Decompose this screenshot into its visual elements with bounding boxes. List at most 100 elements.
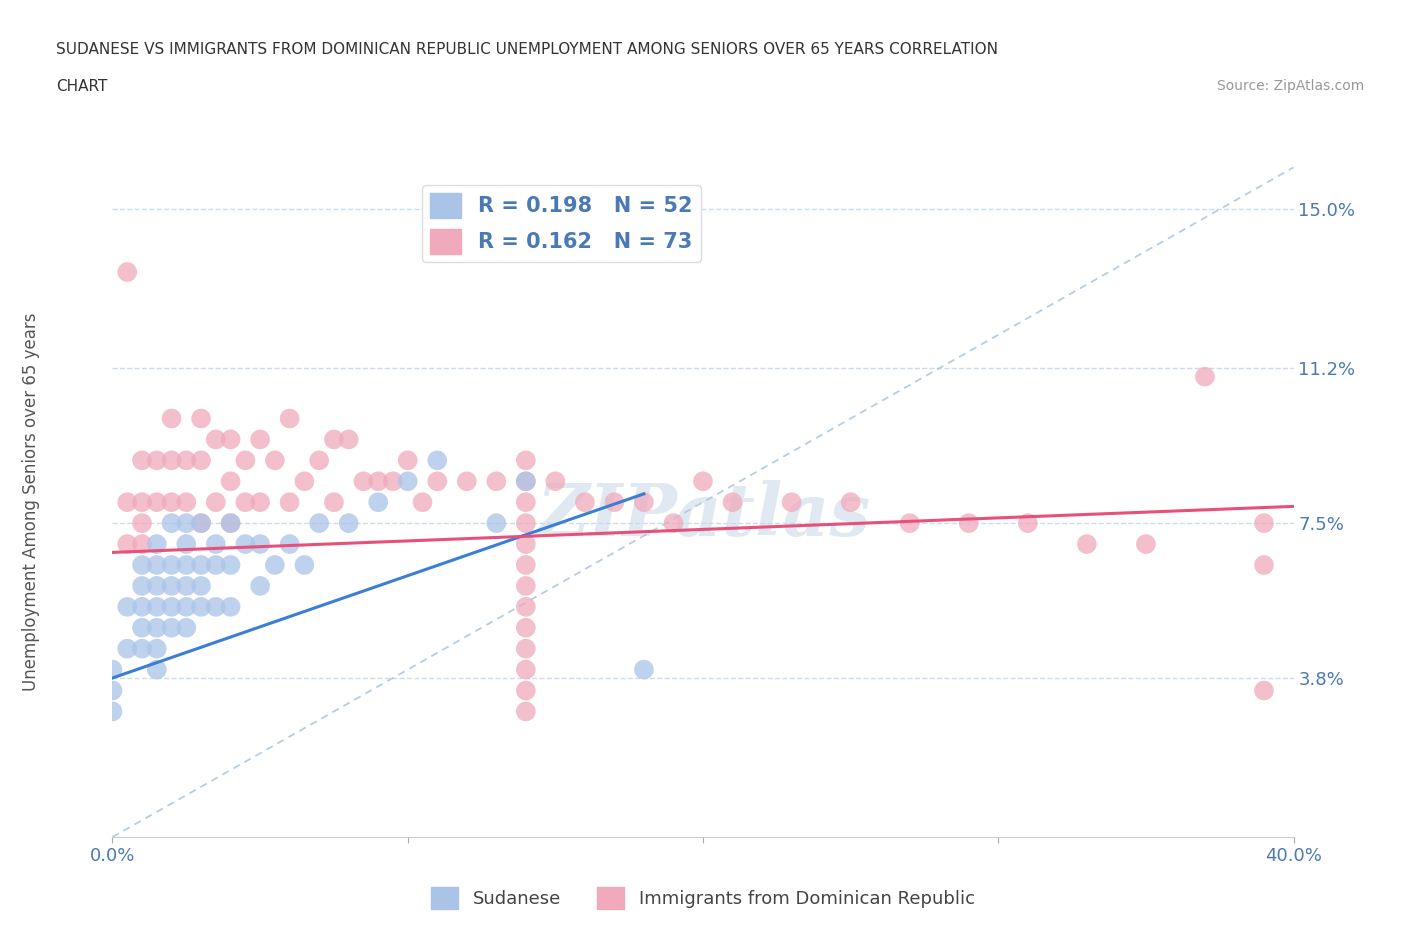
- Point: [174, 620, 197, 635]
- Point: [515, 683, 537, 698]
- Point: [515, 662, 537, 677]
- Point: [131, 600, 153, 615]
- Point: [205, 558, 228, 573]
- Point: [174, 578, 197, 593]
- Point: [146, 558, 169, 573]
- Point: [190, 600, 212, 615]
- Point: [219, 516, 242, 531]
- Point: [174, 495, 197, 510]
- Point: [160, 578, 183, 593]
- Point: [367, 495, 389, 510]
- Point: [219, 600, 242, 615]
- Point: [456, 474, 478, 489]
- Point: [146, 620, 169, 635]
- Point: [117, 265, 138, 280]
- Point: [190, 558, 212, 573]
- Point: [1253, 683, 1275, 698]
- Point: [174, 558, 197, 573]
- Point: [174, 537, 197, 551]
- Point: [101, 683, 124, 698]
- Point: [146, 537, 169, 551]
- Point: [515, 474, 537, 489]
- Point: [160, 600, 183, 615]
- Point: [146, 600, 169, 615]
- Point: [160, 620, 183, 635]
- Point: [160, 495, 183, 510]
- Point: [337, 516, 360, 531]
- Text: SUDANESE VS IMMIGRANTS FROM DOMINICAN REPUBLIC UNEMPLOYMENT AMONG SENIORS OVER 6: SUDANESE VS IMMIGRANTS FROM DOMINICAN RE…: [56, 42, 998, 57]
- Point: [515, 558, 537, 573]
- Point: [146, 642, 169, 657]
- Point: [515, 704, 537, 719]
- Point: [117, 642, 138, 657]
- Point: [101, 662, 124, 677]
- Point: [160, 411, 183, 426]
- Point: [396, 474, 419, 489]
- Point: [515, 516, 537, 531]
- Text: ZIPatlas: ZIPatlas: [536, 480, 870, 551]
- Point: [957, 516, 980, 531]
- Point: [426, 453, 449, 468]
- Point: [367, 474, 389, 489]
- Point: [898, 516, 921, 531]
- Point: [174, 600, 197, 615]
- Point: [382, 474, 405, 489]
- Point: [249, 578, 271, 593]
- Point: [1017, 516, 1039, 531]
- Point: [264, 453, 287, 468]
- Point: [131, 620, 153, 635]
- Point: [839, 495, 862, 510]
- Point: [780, 495, 803, 510]
- Point: [233, 537, 256, 551]
- Point: [174, 453, 197, 468]
- Point: [131, 495, 153, 510]
- Point: [515, 495, 537, 510]
- Point: [1135, 537, 1157, 551]
- Point: [515, 600, 537, 615]
- Point: [160, 516, 183, 531]
- Point: [515, 642, 537, 657]
- Point: [515, 578, 537, 593]
- Point: [146, 453, 169, 468]
- Point: [233, 453, 256, 468]
- Point: [233, 495, 256, 510]
- Point: [515, 537, 537, 551]
- Point: [308, 453, 330, 468]
- Point: [117, 600, 138, 615]
- Point: [131, 558, 153, 573]
- Point: [574, 495, 596, 510]
- Point: [292, 558, 315, 573]
- Point: [190, 578, 212, 593]
- Point: [278, 495, 301, 510]
- Point: [485, 516, 508, 531]
- Point: [337, 432, 360, 447]
- Point: [249, 537, 271, 551]
- Point: [131, 537, 153, 551]
- Point: [174, 516, 197, 531]
- Point: [662, 516, 685, 531]
- Point: [219, 516, 242, 531]
- Point: [411, 495, 433, 510]
- Point: [101, 704, 124, 719]
- Point: [146, 495, 169, 510]
- Point: [426, 474, 449, 489]
- Point: [515, 620, 537, 635]
- Point: [633, 662, 655, 677]
- Point: [1253, 516, 1275, 531]
- Point: [131, 516, 153, 531]
- Text: CHART: CHART: [56, 79, 108, 94]
- Point: [205, 432, 228, 447]
- Point: [1253, 558, 1275, 573]
- Point: [603, 495, 626, 510]
- Point: [352, 474, 374, 489]
- Legend: R = 0.198   N = 52, R = 0.162   N = 73: R = 0.198 N = 52, R = 0.162 N = 73: [422, 184, 700, 262]
- Point: [190, 411, 212, 426]
- Point: [544, 474, 567, 489]
- Point: [205, 600, 228, 615]
- Point: [160, 558, 183, 573]
- Text: Unemployment Among Seniors over 65 years: Unemployment Among Seniors over 65 years: [22, 313, 39, 691]
- Point: [131, 453, 153, 468]
- Point: [160, 453, 183, 468]
- Point: [323, 432, 346, 447]
- Point: [396, 453, 419, 468]
